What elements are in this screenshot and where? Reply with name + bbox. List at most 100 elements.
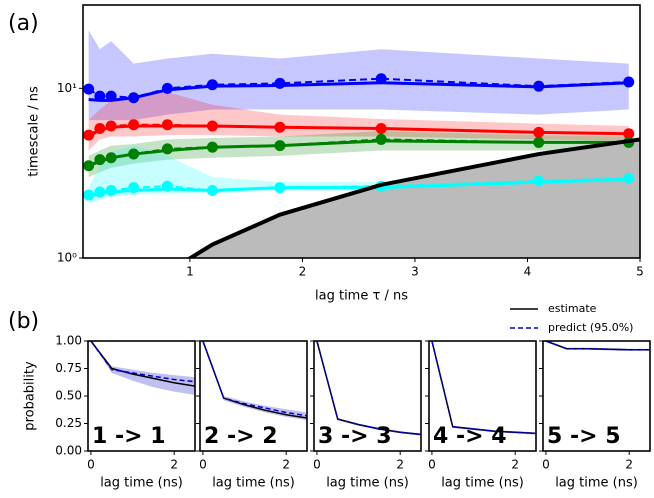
- predict-line: [90, 340, 196, 383]
- predict-line: [88, 138, 629, 167]
- predict-marker: [206, 79, 218, 91]
- panel-label: 2 -> 2: [204, 424, 278, 449]
- predict-marker: [128, 182, 140, 194]
- x-tick-label: 2: [170, 458, 178, 472]
- predict-line: [316, 340, 422, 436]
- y-tick-label: 0.25: [55, 416, 82, 430]
- estimate-line: [431, 340, 537, 435]
- predict-line: [202, 340, 308, 417]
- lag-fill: [184, 139, 640, 258]
- predict-marker: [274, 121, 286, 133]
- predict-marker: [533, 126, 545, 138]
- predict-marker: [274, 140, 286, 152]
- y-axis-label: probability: [23, 361, 38, 431]
- x-axis-label: lag time (ns): [441, 476, 524, 491]
- predict-line: [431, 340, 537, 435]
- predict-marker: [83, 189, 95, 201]
- x-tick-label: 5: [636, 265, 644, 279]
- confidence-band: [88, 30, 629, 121]
- lag-line: [186, 137, 640, 258]
- y-tick-label: 0.75: [55, 361, 82, 375]
- predict-marker: [623, 172, 635, 184]
- confidence-band: [88, 92, 629, 151]
- predict-marker: [94, 122, 106, 134]
- predict-marker: [161, 180, 173, 192]
- panel-tag: (a): [8, 11, 39, 36]
- predict-marker: [161, 119, 173, 131]
- x-tick-label: 0: [542, 458, 550, 472]
- predict-marker: [375, 133, 387, 145]
- y-tick-label: 10¹: [57, 81, 77, 95]
- predict-marker: [533, 175, 545, 187]
- x-tick-label: 0: [428, 458, 436, 472]
- y-tick-label: 0.50: [55, 389, 82, 403]
- x-tick-label: 0: [199, 458, 207, 472]
- estimate-line: [88, 178, 629, 199]
- x-tick-label: 0: [313, 458, 321, 472]
- x-tick-label: 0: [87, 458, 95, 472]
- y-tick-label: 0.00: [55, 444, 82, 458]
- x-axis-label: lag time (ns): [212, 476, 295, 491]
- predict-marker: [83, 129, 95, 141]
- predict-marker: [94, 154, 106, 166]
- predict-marker: [274, 182, 286, 194]
- y-tick-label: 1.00: [55, 334, 82, 348]
- x-tick-label: 4: [524, 265, 532, 279]
- predict-marker: [533, 80, 545, 92]
- x-axis-label: lag time τ / ns: [315, 289, 408, 304]
- predict-marker: [623, 76, 635, 88]
- predict-marker: [274, 77, 286, 89]
- predict-marker: [206, 120, 218, 132]
- x-axis-label: lag time (ns): [326, 476, 409, 491]
- predict-marker: [375, 122, 387, 134]
- confidence-band: [90, 341, 195, 395]
- predict-marker: [94, 90, 106, 102]
- y-axis-label: timescale / ns: [27, 86, 42, 177]
- predict-marker: [83, 160, 95, 172]
- predict-marker: [105, 152, 117, 164]
- predict-marker: [105, 90, 117, 102]
- panel-label: 3 -> 3: [318, 424, 392, 449]
- predict-line: [88, 177, 629, 197]
- predict-marker: [105, 120, 117, 132]
- predict-marker: [161, 82, 173, 94]
- y-tick-label: 10⁰: [57, 251, 77, 265]
- estimate-line: [545, 340, 650, 351]
- estimate-line: [88, 81, 629, 102]
- legend-label: predict (95.0%): [548, 321, 633, 334]
- predict-marker: [83, 83, 95, 95]
- x-tick-label: 2: [299, 265, 307, 279]
- panel-tag: (b): [8, 309, 39, 334]
- predict-marker: [206, 141, 218, 153]
- predict-line: [88, 123, 629, 136]
- confidence-band: [316, 341, 421, 436]
- confidence-band: [431, 341, 536, 435]
- predict-marker: [128, 119, 140, 131]
- x-axis-label: lag time (ns): [100, 476, 183, 491]
- predict-line: [545, 340, 650, 351]
- predict-marker: [623, 128, 635, 140]
- x-tick-label: 3: [411, 265, 419, 279]
- predict-marker: [375, 73, 387, 85]
- predict-marker: [161, 143, 173, 155]
- x-tick-label: 1: [186, 265, 194, 279]
- x-tick-label: 2: [282, 458, 290, 472]
- panel-label: 5 -> 5: [547, 424, 621, 449]
- legend-label: estimate: [548, 302, 597, 315]
- panel-label: 4 -> 4: [433, 424, 507, 449]
- predict-marker: [128, 92, 140, 104]
- predict-line: [88, 77, 629, 99]
- estimate-line: [316, 340, 422, 436]
- panel-label: 1 -> 1: [92, 424, 166, 449]
- x-tick-label: 2: [625, 458, 633, 472]
- predict-marker: [533, 136, 545, 148]
- predict-marker: [105, 184, 117, 196]
- x-tick-label: 2: [511, 458, 519, 472]
- predict-marker: [128, 148, 140, 160]
- predict-marker: [206, 184, 218, 196]
- x-tick-label: 2: [396, 458, 404, 472]
- x-axis-label: lag time (ns): [555, 476, 638, 491]
- axes-frame: [82, 4, 641, 259]
- predict-marker: [94, 186, 106, 198]
